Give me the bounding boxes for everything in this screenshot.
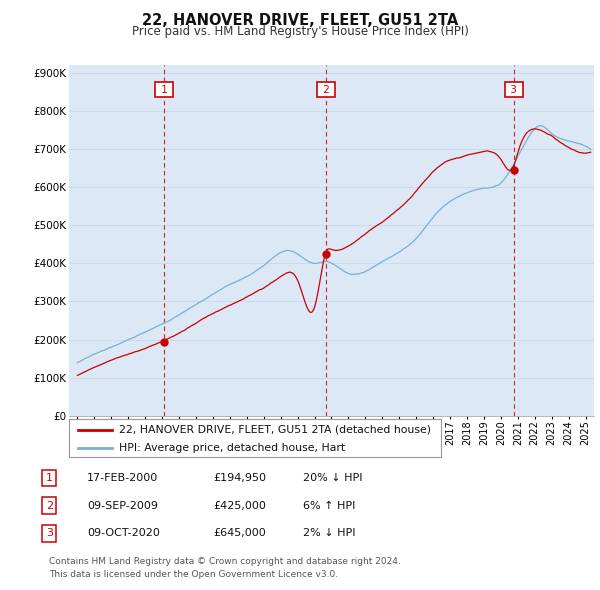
- Text: 09-SEP-2009: 09-SEP-2009: [87, 501, 158, 510]
- Text: 2: 2: [320, 85, 333, 95]
- Text: Contains HM Land Registry data © Crown copyright and database right 2024.: Contains HM Land Registry data © Crown c…: [49, 558, 401, 566]
- Text: 2% ↓ HPI: 2% ↓ HPI: [303, 529, 355, 538]
- Text: 22, HANOVER DRIVE, FLEET, GU51 2TA: 22, HANOVER DRIVE, FLEET, GU51 2TA: [142, 13, 458, 28]
- Text: 3: 3: [508, 85, 520, 95]
- Text: 1: 1: [46, 473, 53, 483]
- Text: Price paid vs. HM Land Registry's House Price Index (HPI): Price paid vs. HM Land Registry's House …: [131, 25, 469, 38]
- Text: 17-FEB-2000: 17-FEB-2000: [87, 473, 158, 483]
- Text: £645,000: £645,000: [213, 529, 266, 538]
- Text: This data is licensed under the Open Government Licence v3.0.: This data is licensed under the Open Gov…: [49, 571, 338, 579]
- Text: £194,950: £194,950: [213, 473, 266, 483]
- Text: 20% ↓ HPI: 20% ↓ HPI: [303, 473, 362, 483]
- Text: 1: 1: [158, 85, 171, 95]
- Text: 3: 3: [46, 529, 53, 538]
- Text: 09-OCT-2020: 09-OCT-2020: [87, 529, 160, 538]
- Text: 2: 2: [46, 501, 53, 510]
- Text: £425,000: £425,000: [213, 501, 266, 510]
- Text: 6% ↑ HPI: 6% ↑ HPI: [303, 501, 355, 510]
- Text: HPI: Average price, detached house, Hart: HPI: Average price, detached house, Hart: [119, 442, 346, 453]
- Text: 22, HANOVER DRIVE, FLEET, GU51 2TA (detached house): 22, HANOVER DRIVE, FLEET, GU51 2TA (deta…: [119, 425, 431, 435]
